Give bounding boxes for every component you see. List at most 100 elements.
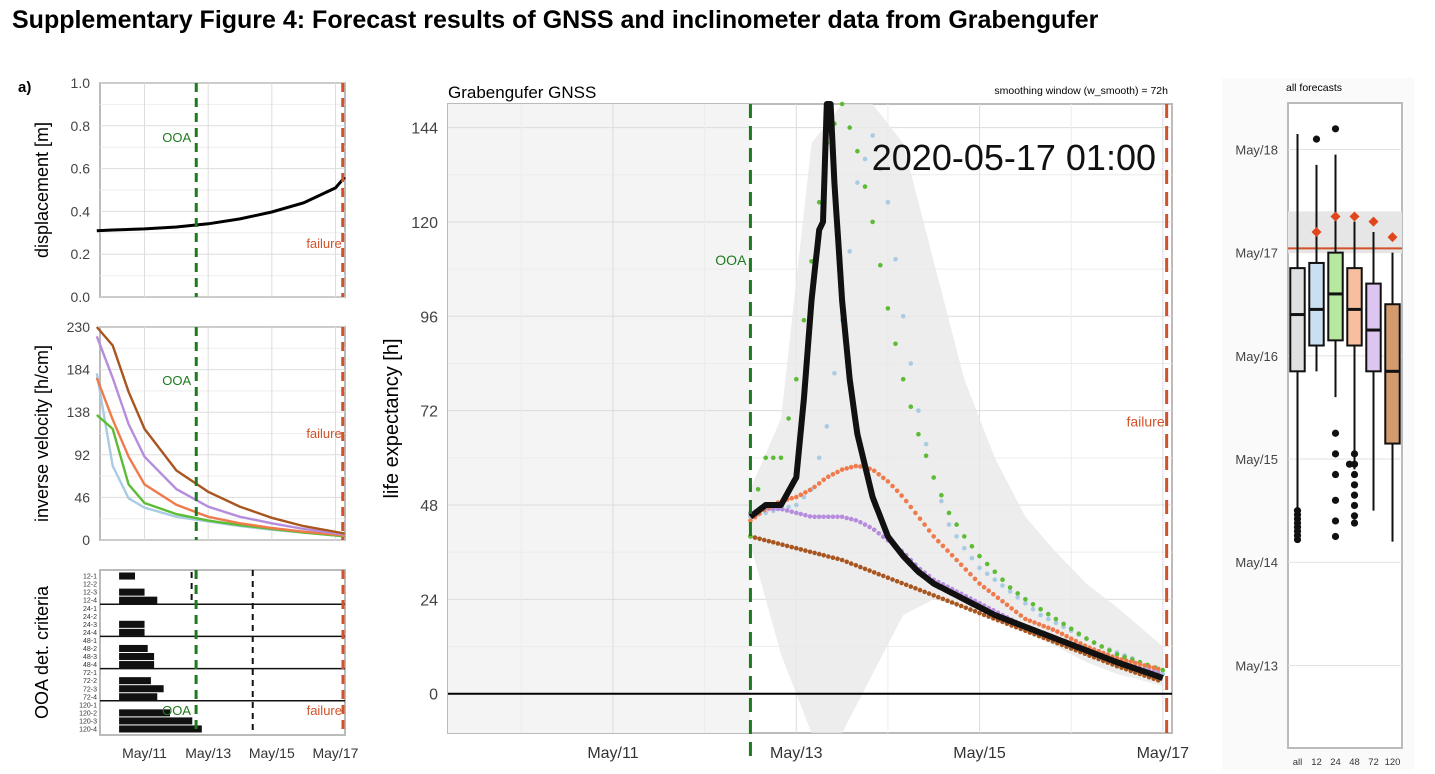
series-point xyxy=(913,510,918,516)
x-tick-label: 48 xyxy=(1349,757,1360,768)
series-point xyxy=(848,464,854,470)
plot-area xyxy=(1287,102,1403,749)
series-point xyxy=(832,371,837,376)
series-point xyxy=(1009,606,1014,611)
series-point xyxy=(867,524,872,530)
series-point xyxy=(968,607,973,612)
series-point xyxy=(870,219,875,225)
series-point xyxy=(1030,602,1036,607)
series-point xyxy=(839,101,845,107)
series-point xyxy=(968,571,973,577)
forecast-diamond xyxy=(1330,211,1341,222)
series-point xyxy=(816,551,822,557)
box-body xyxy=(1365,282,1382,373)
series-point xyxy=(900,314,906,319)
series-point xyxy=(946,510,952,516)
criteria-row-label: 48-4 xyxy=(83,662,97,669)
failure-label: failure xyxy=(307,703,342,718)
series-point xyxy=(916,408,921,413)
timestamp-label: 2020-05-17 01:00 xyxy=(872,137,1156,178)
series-point xyxy=(1055,629,1060,634)
series-point xyxy=(940,543,946,549)
series-point xyxy=(870,133,875,138)
series-point xyxy=(1036,622,1042,627)
y-tick-label: 0 xyxy=(82,532,90,548)
series-point xyxy=(867,568,872,573)
series-point xyxy=(977,581,982,586)
series-point xyxy=(923,441,929,447)
series-point xyxy=(835,556,840,562)
series-point xyxy=(862,566,868,572)
criteria-row-label: 120-1 xyxy=(79,702,97,709)
box-body xyxy=(1327,251,1344,342)
box-outlier xyxy=(1331,532,1340,541)
forecast-diamond xyxy=(1368,216,1379,227)
y-axis-label: inverse velocity [h/cm] xyxy=(32,345,52,522)
series-point xyxy=(839,514,845,520)
series-point xyxy=(1073,638,1079,644)
y-tick-label: May/16 xyxy=(1235,349,1278,364)
inverse-velocity-panel: 0 46 92 138 184 230 OOA failure inverse velocity… xyxy=(32,319,346,548)
series-point xyxy=(812,514,817,520)
series-point xyxy=(798,547,804,552)
life-expectancy-panel: OOA failure 0 24 48 72 96 120 144 May/11 May/13 May… xyxy=(381,83,1189,762)
series-point xyxy=(1142,663,1147,668)
ooa-label: OOA xyxy=(162,130,191,145)
box-outlier xyxy=(1331,429,1340,437)
series-point xyxy=(945,548,950,553)
ooa-criteria-panel: 12-112-212-312-424-124-224-324-448-148-2… xyxy=(32,569,359,761)
x-tick-label: 12 xyxy=(1311,757,1322,768)
series-point xyxy=(871,570,877,575)
failure-band xyxy=(1288,211,1402,253)
series-point xyxy=(784,543,790,549)
y-tick-label: 0.0 xyxy=(71,289,91,305)
y-tick-label: 92 xyxy=(74,447,90,463)
y-tick-label: 138 xyxy=(67,404,91,420)
series-point xyxy=(771,540,776,545)
chart-title: Grabengufer GNSS xyxy=(448,83,596,102)
panel-label: a) xyxy=(18,79,31,96)
series-point xyxy=(939,498,944,504)
x-tick-label: 24 xyxy=(1330,757,1341,768)
series-point xyxy=(1059,631,1065,637)
series-point xyxy=(949,600,955,605)
series-point xyxy=(1137,661,1143,667)
criteria-row-label: 120-2 xyxy=(79,710,97,717)
y-tick-label: May/17 xyxy=(1235,246,1278,261)
forecast-diamond xyxy=(1311,227,1322,237)
series-point xyxy=(855,180,860,185)
series-point xyxy=(969,544,975,549)
series-point xyxy=(780,542,785,547)
criteria-bar xyxy=(119,644,148,652)
criteria-row-label: 12-1 xyxy=(83,574,97,581)
y-tick-label: 48 xyxy=(420,498,438,515)
y-tick-label: 0.4 xyxy=(71,203,91,219)
criteria-row-label: 120-4 xyxy=(79,727,97,734)
forecast-diamond xyxy=(1349,211,1360,222)
criteria-bar xyxy=(119,717,193,725)
series-point xyxy=(1046,625,1051,631)
series-point xyxy=(923,453,929,459)
series-point xyxy=(878,262,883,268)
series-point xyxy=(986,588,991,593)
series-point xyxy=(816,514,822,520)
series-point xyxy=(1000,599,1005,604)
series-point xyxy=(1032,620,1037,625)
series-point xyxy=(1038,612,1043,618)
criteria-row-label: 12-3 xyxy=(83,590,97,597)
series-point xyxy=(908,404,914,410)
y-tick-label: 230 xyxy=(67,319,91,335)
series-point xyxy=(839,557,845,563)
left-panels: a) 0.0 0.2 0.4 0.6 0.8 1.0 OOA failure displaceme… xyxy=(18,75,359,761)
series-point xyxy=(885,479,891,484)
box-outlier xyxy=(1350,512,1359,520)
series-point xyxy=(908,584,914,589)
x-tick-label: May/11 xyxy=(587,745,638,762)
series-point xyxy=(858,520,863,525)
series-point xyxy=(992,577,998,582)
series-point xyxy=(893,341,898,347)
series-point xyxy=(899,493,904,498)
series-point xyxy=(900,376,906,382)
series-point xyxy=(936,538,941,544)
